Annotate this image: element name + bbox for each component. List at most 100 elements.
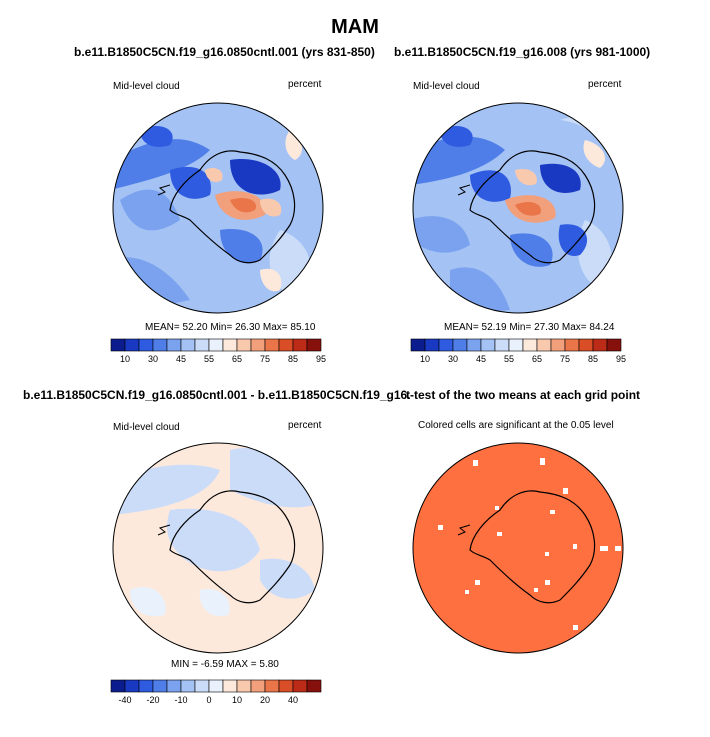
panel-2-mean-value: 52.19 bbox=[481, 322, 507, 333]
panel-3-units-label: percent bbox=[288, 420, 322, 431]
colorbar-swatch bbox=[180, 679, 196, 693]
colorbar-tick-label: 55 bbox=[504, 354, 514, 364]
colorbar-tick-label: 10 bbox=[420, 354, 430, 364]
panel-3-polar-map bbox=[112, 442, 324, 654]
colorbar-swatch bbox=[424, 338, 440, 352]
colorbar-tick-label: -40 bbox=[118, 695, 131, 705]
panel-3-stats: MIN = -6.59 MAX = 5.80 bbox=[171, 659, 279, 670]
colorbar-swatch bbox=[236, 679, 252, 693]
panel-1-units-label: percent bbox=[288, 79, 322, 90]
panel-1-mean-label: MEAN= bbox=[145, 322, 180, 333]
colorbar-swatch bbox=[278, 679, 294, 693]
colorbar-swatch bbox=[606, 338, 622, 352]
colorbar-swatch bbox=[564, 338, 580, 352]
panel-1-min-label: Min= bbox=[210, 322, 233, 333]
colorbar-swatch bbox=[222, 338, 238, 352]
colorbar-tick-label: 75 bbox=[560, 354, 570, 364]
colorbar-swatch bbox=[208, 338, 224, 352]
colorbar-swatch bbox=[124, 679, 140, 693]
colorbar-tick-label: 30 bbox=[148, 354, 158, 364]
panel-2-max-label: Max= bbox=[561, 322, 587, 333]
colorbar-swatch bbox=[152, 338, 168, 352]
colorbar-tick-label: 85 bbox=[288, 354, 298, 364]
colorbar-tick-label: 20 bbox=[260, 695, 270, 705]
colorbar-swatch bbox=[522, 338, 538, 352]
colorbar-swatch bbox=[166, 679, 182, 693]
colorbar-tick-label: 30 bbox=[448, 354, 458, 364]
colorbar-tick-label: -20 bbox=[146, 695, 159, 705]
colorbar-swatch bbox=[278, 338, 294, 352]
panel-3-variable-label: Mid-level cloud bbox=[113, 422, 180, 433]
colorbar-tick-label: 75 bbox=[260, 354, 270, 364]
colorbar-swatch bbox=[110, 338, 126, 352]
panel-1-mean-value: 52.20 bbox=[182, 322, 208, 333]
colorbar-swatch bbox=[124, 338, 140, 352]
panel-1-stats: MEAN= 52.20 Min= 26.30 Max= 85.10 bbox=[145, 322, 315, 333]
colorbar-swatch bbox=[410, 338, 426, 352]
panel-2-min-label: Min= bbox=[509, 322, 532, 333]
colorbar-tick-label: 45 bbox=[176, 354, 186, 364]
panel-1-max-label: Max= bbox=[262, 322, 288, 333]
colorbar-swatch bbox=[508, 338, 524, 352]
colorbar-swatch bbox=[236, 338, 252, 352]
panel-2-stats: MEAN= 52.19 Min= 27.30 Max= 84.24 bbox=[444, 322, 614, 333]
panel-2-title: b.e11.B1850C5CN.f19_g16.008 (yrs 981-100… bbox=[394, 45, 651, 59]
colorbar-swatch bbox=[264, 338, 280, 352]
colorbar-tick-label: 65 bbox=[532, 354, 542, 364]
panel-3-max-label: MAX = bbox=[226, 659, 257, 670]
colorbar-swatch bbox=[138, 679, 154, 693]
colorbar-tick-label: -10 bbox=[174, 695, 187, 705]
colorbar-swatch bbox=[166, 338, 182, 352]
colorbar-swatch bbox=[250, 679, 266, 693]
colorbar-tick-label: 55 bbox=[204, 354, 214, 364]
panel-2-colorbar: 10 30 45 55 65 75 85 95 bbox=[410, 338, 626, 364]
colorbar-tick-label: 10 bbox=[232, 695, 242, 705]
panel-2-max-value: 84.24 bbox=[589, 322, 615, 333]
panel-1-polar-map bbox=[112, 102, 324, 314]
panel-1-variable-label: Mid-level cloud bbox=[113, 81, 180, 92]
panel-3-max-value: 5.80 bbox=[259, 659, 279, 670]
panel-1-max-value: 85.10 bbox=[290, 322, 316, 333]
colorbar-swatch bbox=[194, 338, 210, 352]
colorbar-swatch bbox=[138, 338, 154, 352]
panel-2-polar-map bbox=[412, 102, 624, 314]
colorbar-swatch bbox=[578, 338, 594, 352]
colorbar-swatch bbox=[306, 338, 322, 352]
colorbar-tick-label: 45 bbox=[476, 354, 486, 364]
panel-1-min-value: 26.30 bbox=[235, 322, 261, 333]
colorbar-swatch bbox=[180, 338, 196, 352]
colorbar-tick-label: 65 bbox=[232, 354, 242, 364]
colorbar-tick-label: 40 bbox=[288, 695, 298, 705]
colorbar-tick-label: 95 bbox=[316, 354, 326, 364]
panel-3-colorbar: -40 -20 -10 0 10 20 40 bbox=[110, 679, 322, 705]
panel-2-mean-label: MEAN= bbox=[444, 322, 479, 333]
panel-3-min-value: -6.59 bbox=[200, 659, 224, 670]
colorbar-tick-label: 10 bbox=[120, 354, 130, 364]
colorbar-swatch bbox=[292, 338, 308, 352]
colorbar-tick-label: 85 bbox=[588, 354, 598, 364]
colorbar-swatch bbox=[550, 338, 566, 352]
colorbar-swatch bbox=[222, 679, 238, 693]
colorbar-swatch bbox=[452, 338, 468, 352]
colorbar-tick-label: 0 bbox=[206, 695, 211, 705]
colorbar-swatch bbox=[536, 338, 552, 352]
colorbar-swatch bbox=[264, 679, 280, 693]
panel-2-units-label: percent bbox=[588, 79, 622, 90]
panel-1-colorbar: 10 30 45 55 65 75 85 95 bbox=[110, 338, 326, 364]
panel-3-min-label: MIN = bbox=[171, 659, 198, 670]
colorbar-swatch bbox=[250, 338, 266, 352]
colorbar-swatch bbox=[110, 679, 126, 693]
panel-4-subtitle: Colored cells are significant at the 0.0… bbox=[418, 420, 614, 431]
colorbar-tick-label: 95 bbox=[616, 354, 626, 364]
colorbar-swatch bbox=[480, 338, 496, 352]
colorbar-swatch bbox=[306, 679, 322, 693]
panel-2-variable-label: Mid-level cloud bbox=[413, 81, 480, 92]
panel-2-min-value: 27.30 bbox=[534, 322, 560, 333]
panel-3-title: b.e11.B1850C5CN.f19_g16.0850cntl.001 - b… bbox=[23, 388, 411, 402]
colorbar-swatch bbox=[194, 679, 210, 693]
colorbar-swatch bbox=[592, 338, 608, 352]
panel-4-title: t-test of the two means at each grid poi… bbox=[406, 388, 641, 402]
panel-1-title: b.e11.B1850C5CN.f19_g16.0850cntl.001 (yr… bbox=[74, 45, 375, 59]
colorbar-swatch bbox=[152, 679, 168, 693]
colorbar-swatch bbox=[208, 679, 224, 693]
